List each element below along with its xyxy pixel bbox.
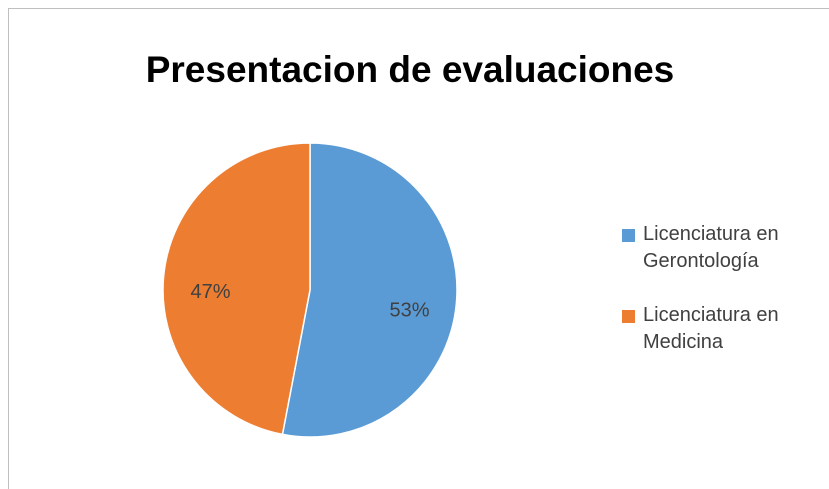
legend-swatch xyxy=(622,310,635,323)
legend-item: Licenciatura en Medicina xyxy=(622,302,812,356)
legend-label: Licenciatura en Gerontología xyxy=(643,223,779,272)
pie-slice xyxy=(281,142,458,438)
legend: Licenciatura en Gerontología Licenciatura… xyxy=(622,221,812,383)
data-label: 53% xyxy=(390,300,430,322)
legend-item: Licenciatura en Gerontología xyxy=(622,221,812,275)
pie-slice xyxy=(162,142,311,436)
data-label: 47% xyxy=(190,281,230,303)
chart-title: Presentacion de evaluaciones xyxy=(146,49,675,90)
legend-label: Licenciatura en Medicina xyxy=(643,304,779,353)
legend-swatch xyxy=(622,229,635,242)
